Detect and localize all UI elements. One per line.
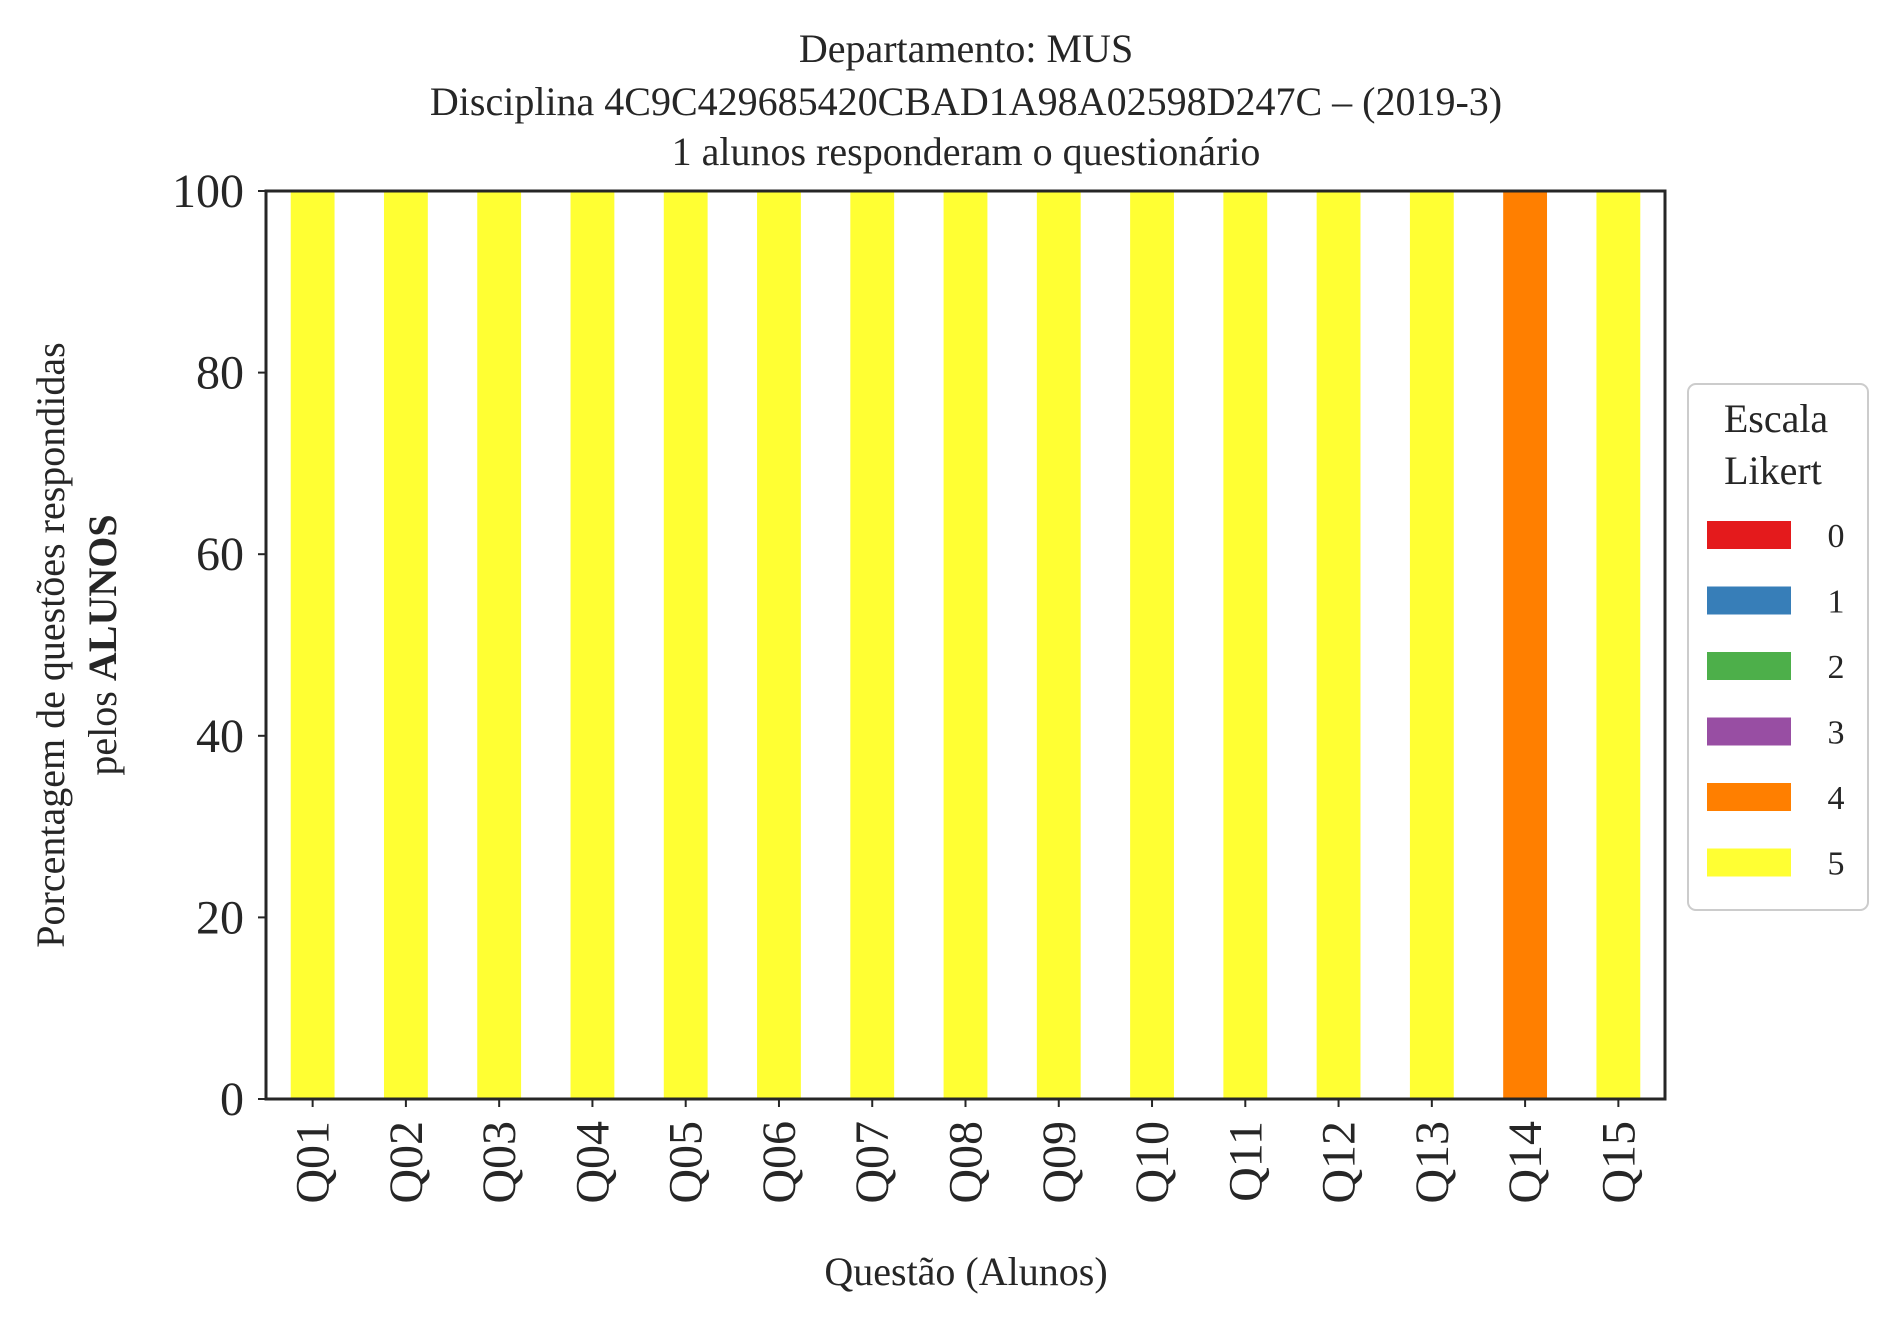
y-axis-label-line-1: Porcentagem de questões respondidas — [28, 342, 73, 947]
bar-q08-likert-5 — [943, 191, 988, 1099]
y-axis-label-prefix: pelos — [80, 681, 125, 775]
legend-swatch-4 — [1707, 783, 1791, 811]
legend-label-2: 2 — [1828, 649, 1845, 686]
legend-label-5: 5 — [1828, 846, 1845, 883]
legend-label-1: 1 — [1828, 584, 1845, 621]
x-tick-label-q09: Q09 — [1033, 1121, 1086, 1204]
bars — [290, 191, 1641, 1099]
bar-q15-likert-5 — [1596, 191, 1641, 1099]
legend-label-3: 3 — [1828, 715, 1845, 752]
y-axis-ticks: 0 20 40 60 80 100 — [172, 165, 266, 1126]
bar-q10-likert-5 — [1130, 191, 1174, 1099]
y-tick-label: 60 — [196, 528, 244, 581]
legend-swatch-2 — [1707, 652, 1791, 680]
bar-q05-likert-5 — [663, 191, 708, 1099]
x-tick-label-q07: Q07 — [846, 1121, 899, 1204]
legend-title-line-1: Escala — [1724, 396, 1829, 441]
x-tick-label-q11: Q11 — [1219, 1121, 1272, 1202]
x-tick-label-q13: Q13 — [1406, 1121, 1459, 1204]
bar-q01-likert-5 — [290, 191, 335, 1099]
x-tick-label-q03: Q03 — [473, 1121, 526, 1204]
legend: Escala Likert 0 1 2 3 4 5 — [1687, 383, 1869, 911]
title-line-1: Departamento: MUS — [799, 26, 1133, 71]
legend-swatch-3 — [1707, 717, 1791, 746]
bar-q11-likert-5 — [1223, 191, 1268, 1099]
bar-q09-likert-5 — [1036, 191, 1081, 1099]
bar-q04-likert-5 — [570, 191, 615, 1099]
chart-title: Departamento: MUS Disciplina 4C9C4296854… — [430, 26, 1502, 174]
legend-box — [1687, 383, 1869, 911]
y-tick-label: 0 — [220, 1073, 244, 1126]
x-tick-label-q05: Q05 — [660, 1121, 713, 1204]
legend-swatch-1 — [1707, 586, 1791, 615]
title-line-2: Disciplina 4C9C429685420CBAD1A98A02598D2… — [430, 79, 1502, 124]
y-axis-label: Porcentagem de questões respondidas pelo… — [28, 342, 125, 947]
bar-q06-likert-5 — [757, 191, 801, 1099]
x-tick-label-q02: Q02 — [380, 1121, 433, 1204]
bar-q02-likert-5 — [383, 191, 428, 1099]
x-tick-label-q12: Q12 — [1313, 1121, 1366, 1204]
x-axis-label: Questão (Alunos) — [824, 1249, 1107, 1294]
legend-swatch-0 — [1707, 521, 1791, 549]
x-tick-label-q04: Q04 — [566, 1121, 619, 1204]
x-tick-label-q01: Q01 — [287, 1121, 340, 1204]
x-axis-ticks: Q01 Q02 Q03 Q04 Q05 Q06 Q07 Q08 Q09 Q10 Q11 Q12 Q13 Q… — [287, 1099, 1645, 1204]
legend-items: 0 1 2 3 4 5 — [1707, 518, 1845, 883]
legend-label-0: 0 — [1828, 518, 1845, 555]
y-axis-label-bold: ALUNOS — [80, 514, 125, 681]
bar-q07-likert-5 — [850, 191, 895, 1099]
x-tick-label-q08: Q08 — [940, 1121, 993, 1204]
legend-title-line-2: Likert — [1724, 448, 1822, 493]
y-tick-label: 80 — [196, 347, 244, 400]
y-tick-label: 100 — [172, 165, 244, 218]
x-tick-label-q15: Q15 — [1592, 1121, 1645, 1204]
bar-q03-likert-5 — [477, 191, 522, 1099]
bar-q12-likert-5 — [1316, 191, 1361, 1099]
x-tick-label-q06: Q06 — [753, 1121, 806, 1204]
legend-swatch-5 — [1707, 848, 1791, 877]
y-tick-label: 20 — [196, 891, 244, 944]
x-tick-label-q10: Q10 — [1126, 1121, 1179, 1204]
y-tick-label: 40 — [196, 710, 244, 763]
title-line-3: 1 alunos responderam o questionário — [672, 129, 1261, 174]
y-axis-label-line-2: pelos ALUNOS — [80, 514, 125, 775]
legend-label-4: 4 — [1828, 780, 1845, 817]
x-tick-label-q14: Q14 — [1499, 1121, 1552, 1204]
bar-q14-likert-4 — [1503, 191, 1548, 1099]
bar-q13-likert-5 — [1409, 191, 1454, 1099]
